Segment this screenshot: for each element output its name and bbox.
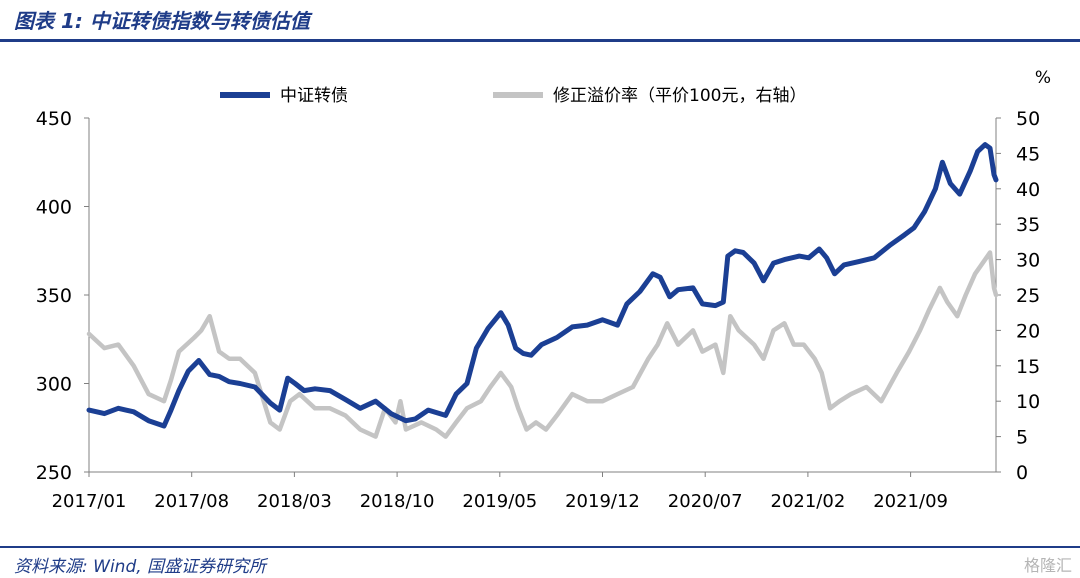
- x-axis-tick-label: 2018/03: [257, 491, 332, 512]
- right-axis-ticks: 0 5 10 15 20 25 30 35 40 45 50: [995, 108, 1040, 484]
- right-axis-tick-label: 20: [1016, 320, 1040, 342]
- chart: 250 300 350 400 450 0 5 10 15 20 25 30 35 40 45 50 201…: [36, 68, 1051, 512]
- right-axis-tick-label: 50: [1016, 108, 1040, 130]
- x-axis-tick-label: 2020/07: [668, 491, 743, 512]
- legend-label-premium: 修正溢价率（平价100元，右轴）: [553, 86, 806, 106]
- left-axis-tick-label: 400: [36, 197, 72, 219]
- right-axis-tick-label: 0: [1016, 462, 1028, 484]
- series-line-premium-rate: [86, 250, 999, 439]
- right-axis-tick-label: 30: [1016, 250, 1040, 272]
- right-axis-tick-label: 45: [1016, 143, 1040, 165]
- x-axis-tick-label: 2019/05: [462, 491, 537, 512]
- x-axis-tick-label: 2018/10: [360, 491, 435, 512]
- x-axis-tick-label: 2017/08: [154, 491, 229, 512]
- source-note: 资料来源: Wind, 国盛证券研究所: [14, 557, 267, 577]
- legend: 中证转债 修正溢价率（平价100元，右轴）: [220, 86, 806, 106]
- right-axis-tick-label: 5: [1016, 427, 1028, 449]
- right-axis-tick-label: 35: [1016, 214, 1040, 236]
- figure-title: 图表 1: 中证转债指数与转债估值: [14, 9, 310, 33]
- right-axis-tick-label: 40: [1016, 179, 1040, 201]
- series-line-convertible-index: [86, 142, 999, 429]
- left-axis-tick-label: 250: [36, 462, 72, 484]
- right-axis-tick-label: 25: [1016, 285, 1040, 307]
- right-axis-unit: %: [1035, 68, 1051, 88]
- right-axis-tick-label: 15: [1016, 356, 1040, 378]
- header-rule: [0, 39, 1080, 42]
- watermark: 格隆汇: [1023, 556, 1072, 575]
- x-axis-ticks: 2017/01 2017/08 2018/03 2018/10 2019/05 2019/…: [52, 471, 996, 512]
- footer-rule: [0, 546, 1080, 548]
- left-axis-tick-label: 300: [36, 374, 72, 396]
- left-axis-tick-label: 350: [36, 285, 72, 307]
- x-axis-tick-label: 2021/02: [771, 491, 846, 512]
- legend-label-index: 中证转债: [280, 86, 348, 106]
- right-axis-tick-label: 10: [1016, 391, 1040, 413]
- series-layer: [86, 142, 999, 439]
- left-axis-tick-label: 450: [36, 108, 72, 130]
- x-axis-tick-label: 2017/01: [52, 491, 127, 512]
- left-axis-ticks: 250 300 350 400 450: [36, 108, 90, 484]
- x-axis-tick-label: 2021/09: [873, 491, 948, 512]
- x-axis-tick-label: 2019/12: [565, 491, 640, 512]
